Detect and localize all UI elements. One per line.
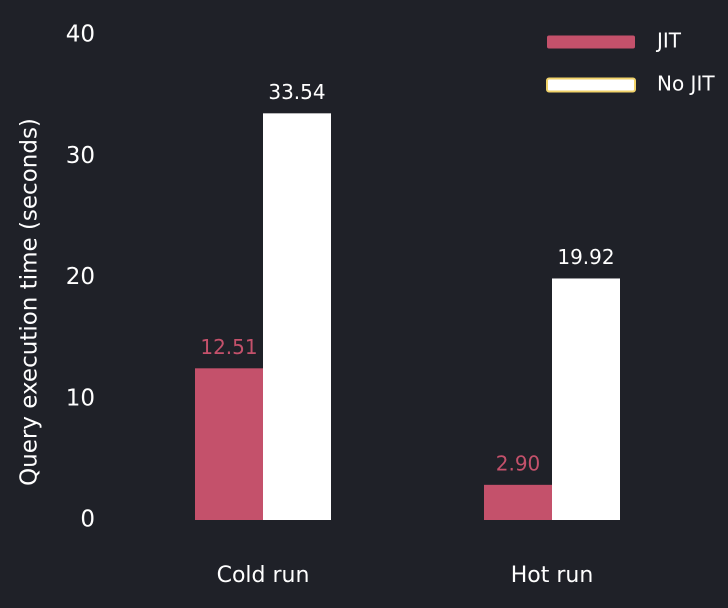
y-tick-label-4: 40 <box>66 22 95 48</box>
y-tick-label-0: 0 <box>80 507 95 533</box>
bar-hot-run-no-jit <box>552 278 620 520</box>
legend-label-jit: JIT <box>655 29 682 53</box>
data-label-hot-run-no-jit: 19.92 <box>557 245 614 269</box>
y-tick-label-2: 20 <box>66 264 95 290</box>
y-tick-label-3: 30 <box>66 143 95 169</box>
x-category-label-1: Hot run <box>511 563 594 588</box>
y-axis-label: Query execution time (seconds) <box>17 118 43 486</box>
data-label-hot-run-jit: 2.90 <box>496 451 541 475</box>
bar-hot-run-jit <box>484 484 552 520</box>
bar-cold-run-no-jit <box>263 113 331 520</box>
data-label-cold-run-no-jit: 33.54 <box>268 80 325 104</box>
legend-swatch-jit <box>547 35 635 49</box>
bar-cold-run-jit <box>195 368 263 520</box>
legend-swatch-no-jit <box>546 77 636 93</box>
legend-label-no-jit: No JIT <box>657 72 715 96</box>
y-tick-label-1: 10 <box>66 385 95 411</box>
data-label-cold-run-jit: 12.51 <box>200 335 257 359</box>
x-category-label-0: Cold run <box>217 563 310 588</box>
